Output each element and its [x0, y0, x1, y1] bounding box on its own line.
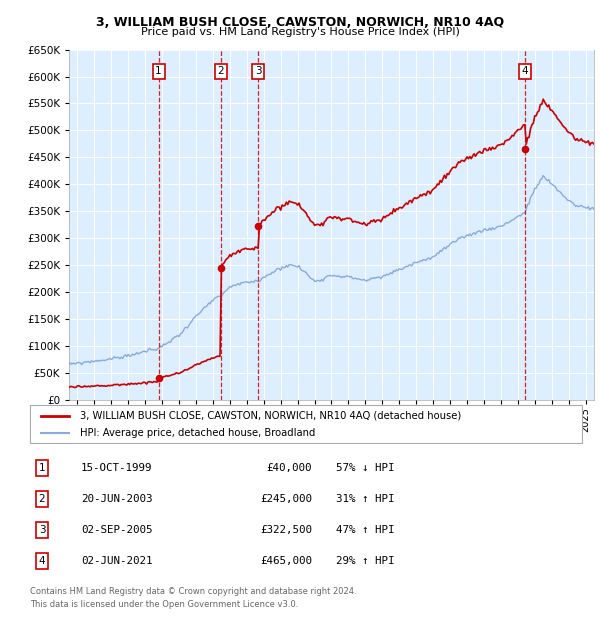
- Text: 1: 1: [38, 463, 46, 473]
- Text: 20-JUN-2003: 20-JUN-2003: [81, 494, 152, 504]
- Text: Price paid vs. HM Land Registry's House Price Index (HPI): Price paid vs. HM Land Registry's House …: [140, 27, 460, 37]
- Text: 15-OCT-1999: 15-OCT-1999: [81, 463, 152, 473]
- Text: 2: 2: [218, 66, 224, 76]
- Text: 02-SEP-2005: 02-SEP-2005: [81, 525, 152, 535]
- Text: £322,500: £322,500: [260, 525, 312, 535]
- Text: 02-JUN-2021: 02-JUN-2021: [81, 556, 152, 566]
- Text: 3, WILLIAM BUSH CLOSE, CAWSTON, NORWICH, NR10 4AQ: 3, WILLIAM BUSH CLOSE, CAWSTON, NORWICH,…: [96, 16, 504, 29]
- Text: Contains HM Land Registry data © Crown copyright and database right 2024.: Contains HM Land Registry data © Crown c…: [30, 587, 356, 596]
- Text: 4: 4: [521, 66, 528, 76]
- Text: £40,000: £40,000: [266, 463, 312, 473]
- Text: This data is licensed under the Open Government Licence v3.0.: This data is licensed under the Open Gov…: [30, 600, 298, 609]
- Text: 31% ↑ HPI: 31% ↑ HPI: [336, 494, 395, 504]
- Text: 47% ↑ HPI: 47% ↑ HPI: [336, 525, 395, 535]
- Text: 57% ↓ HPI: 57% ↓ HPI: [336, 463, 395, 473]
- Text: 3, WILLIAM BUSH CLOSE, CAWSTON, NORWICH, NR10 4AQ (detached house): 3, WILLIAM BUSH CLOSE, CAWSTON, NORWICH,…: [80, 410, 461, 420]
- Text: £245,000: £245,000: [260, 494, 312, 504]
- Text: 1: 1: [155, 66, 162, 76]
- Text: 3: 3: [255, 66, 262, 76]
- Text: 4: 4: [38, 556, 46, 566]
- FancyBboxPatch shape: [30, 405, 582, 443]
- Text: 2: 2: [38, 494, 46, 504]
- Text: HPI: Average price, detached house, Broadland: HPI: Average price, detached house, Broa…: [80, 428, 315, 438]
- Text: 3: 3: [38, 525, 46, 535]
- Text: 29% ↑ HPI: 29% ↑ HPI: [336, 556, 395, 566]
- Text: £465,000: £465,000: [260, 556, 312, 566]
